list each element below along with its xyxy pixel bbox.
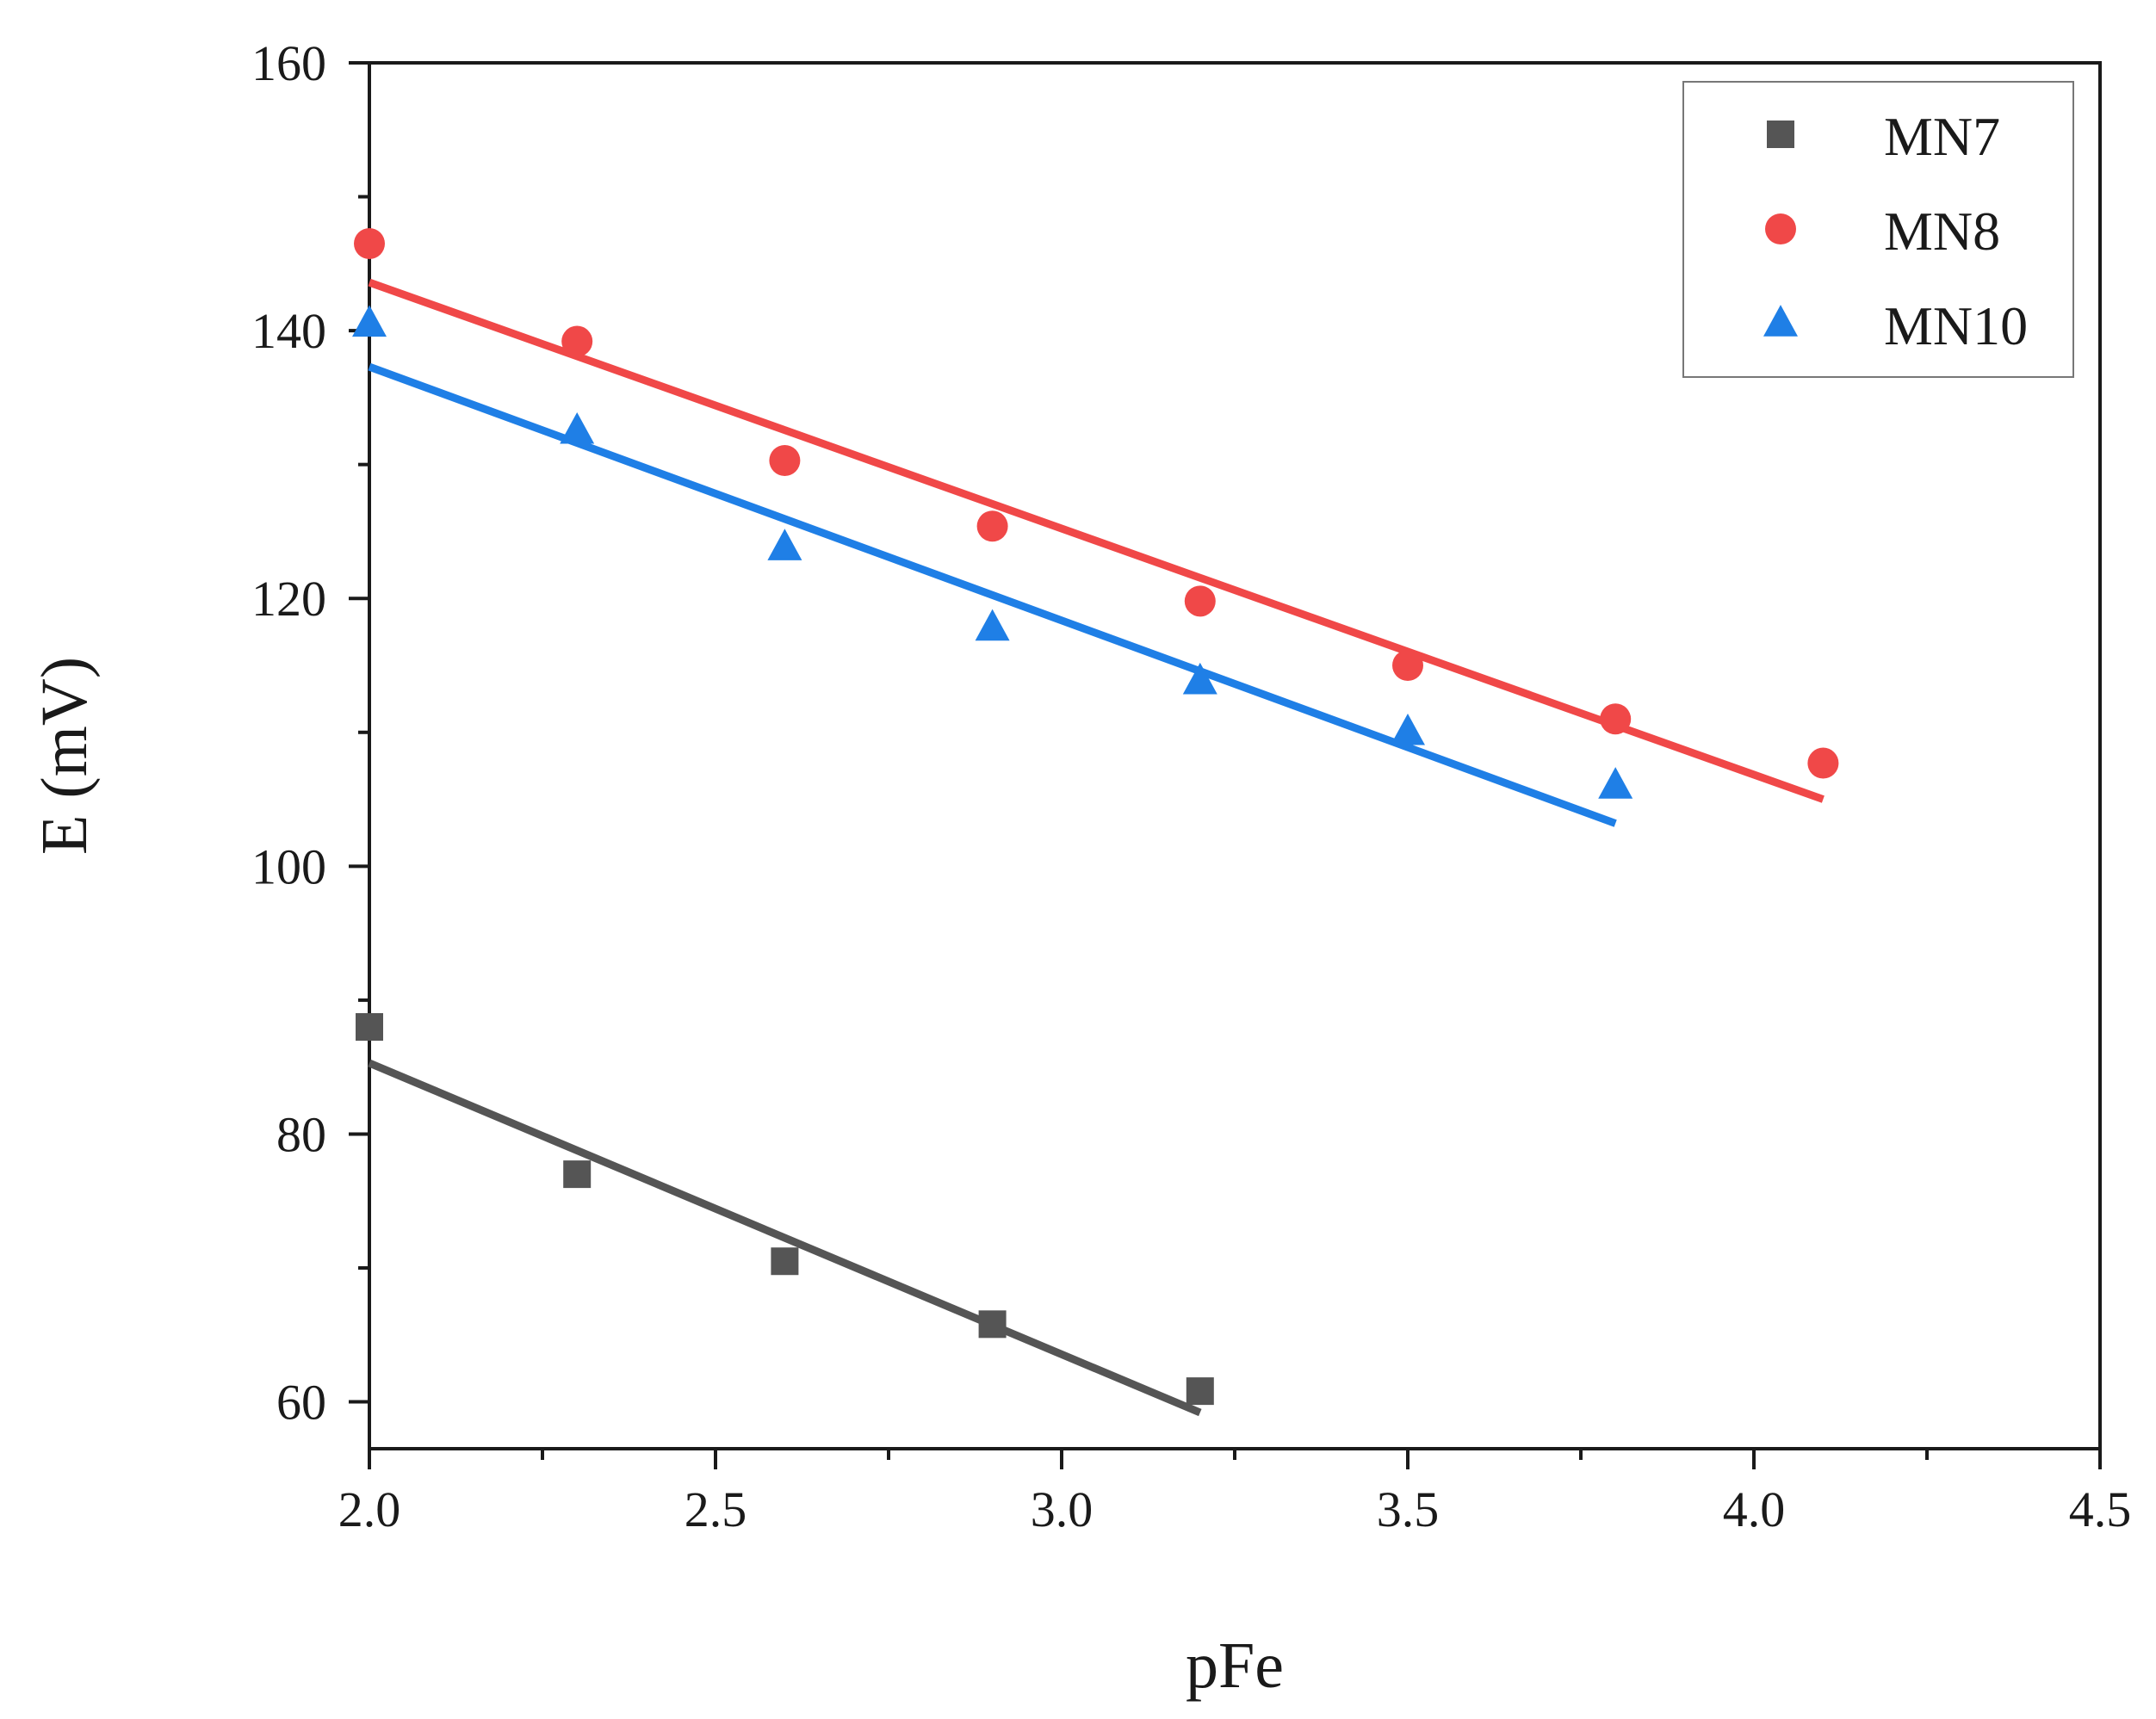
legend-marker-mn7 xyxy=(1767,121,1794,148)
mn10-point xyxy=(1598,767,1633,799)
mn10-point xyxy=(1182,662,1217,695)
y-tick-label: 80 xyxy=(276,1106,326,1162)
mn8-fit-line xyxy=(368,278,1825,803)
x-tick-label: 3.0 xyxy=(1031,1481,1093,1537)
legend: MN7 MN8 MN10 xyxy=(1682,81,2074,378)
x-tick-label: 4.5 xyxy=(2069,1481,2132,1537)
mn8-point xyxy=(561,325,593,357)
mn7-point xyxy=(356,1013,383,1041)
mn10-fit-line xyxy=(368,362,1617,827)
mn8-point xyxy=(1392,650,1423,681)
mn7-point xyxy=(771,1247,799,1276)
x-tick-label: 4.0 xyxy=(1723,1481,1786,1537)
mn8-point xyxy=(1807,747,1839,779)
mn8-point xyxy=(1184,585,1216,617)
y-tick-label: 60 xyxy=(276,1375,326,1431)
mn8-point xyxy=(769,445,801,476)
x-tick-label: 3.5 xyxy=(1377,1481,1440,1537)
x-axis-title: pFe xyxy=(1186,1629,1284,1702)
y-tick-label: 120 xyxy=(251,571,326,627)
x-tick-label: 2.0 xyxy=(338,1481,401,1537)
legend-marker-mn8 xyxy=(1765,213,1796,244)
mn7-point xyxy=(563,1160,592,1189)
mn8-point xyxy=(976,510,1008,542)
legend-marker-mn10 xyxy=(1763,305,1798,337)
mn10-point xyxy=(767,529,802,560)
legend-box xyxy=(1682,81,2074,378)
mn7-fit-line xyxy=(368,1059,1202,1417)
mn10-point xyxy=(352,305,387,337)
mn10-point xyxy=(1391,713,1425,745)
legend-label-mn10: MN10 xyxy=(1884,295,2028,356)
mn7-point xyxy=(1186,1377,1214,1406)
x-tick-label: 2.5 xyxy=(685,1481,747,1537)
mn7-point xyxy=(978,1310,1007,1339)
y-tick-label: 100 xyxy=(251,838,326,894)
y-tick-label: 160 xyxy=(251,35,326,91)
y-axis-title: E (mV) xyxy=(28,657,101,855)
mn8-point xyxy=(1600,703,1632,735)
mn8-point xyxy=(354,228,385,259)
mn10-point xyxy=(560,411,595,444)
legend-label-mn7: MN7 xyxy=(1884,106,2000,167)
mn10-point xyxy=(975,609,1010,641)
y-tick-label: 140 xyxy=(251,303,326,359)
legend-label-mn8: MN8 xyxy=(1884,201,2000,262)
